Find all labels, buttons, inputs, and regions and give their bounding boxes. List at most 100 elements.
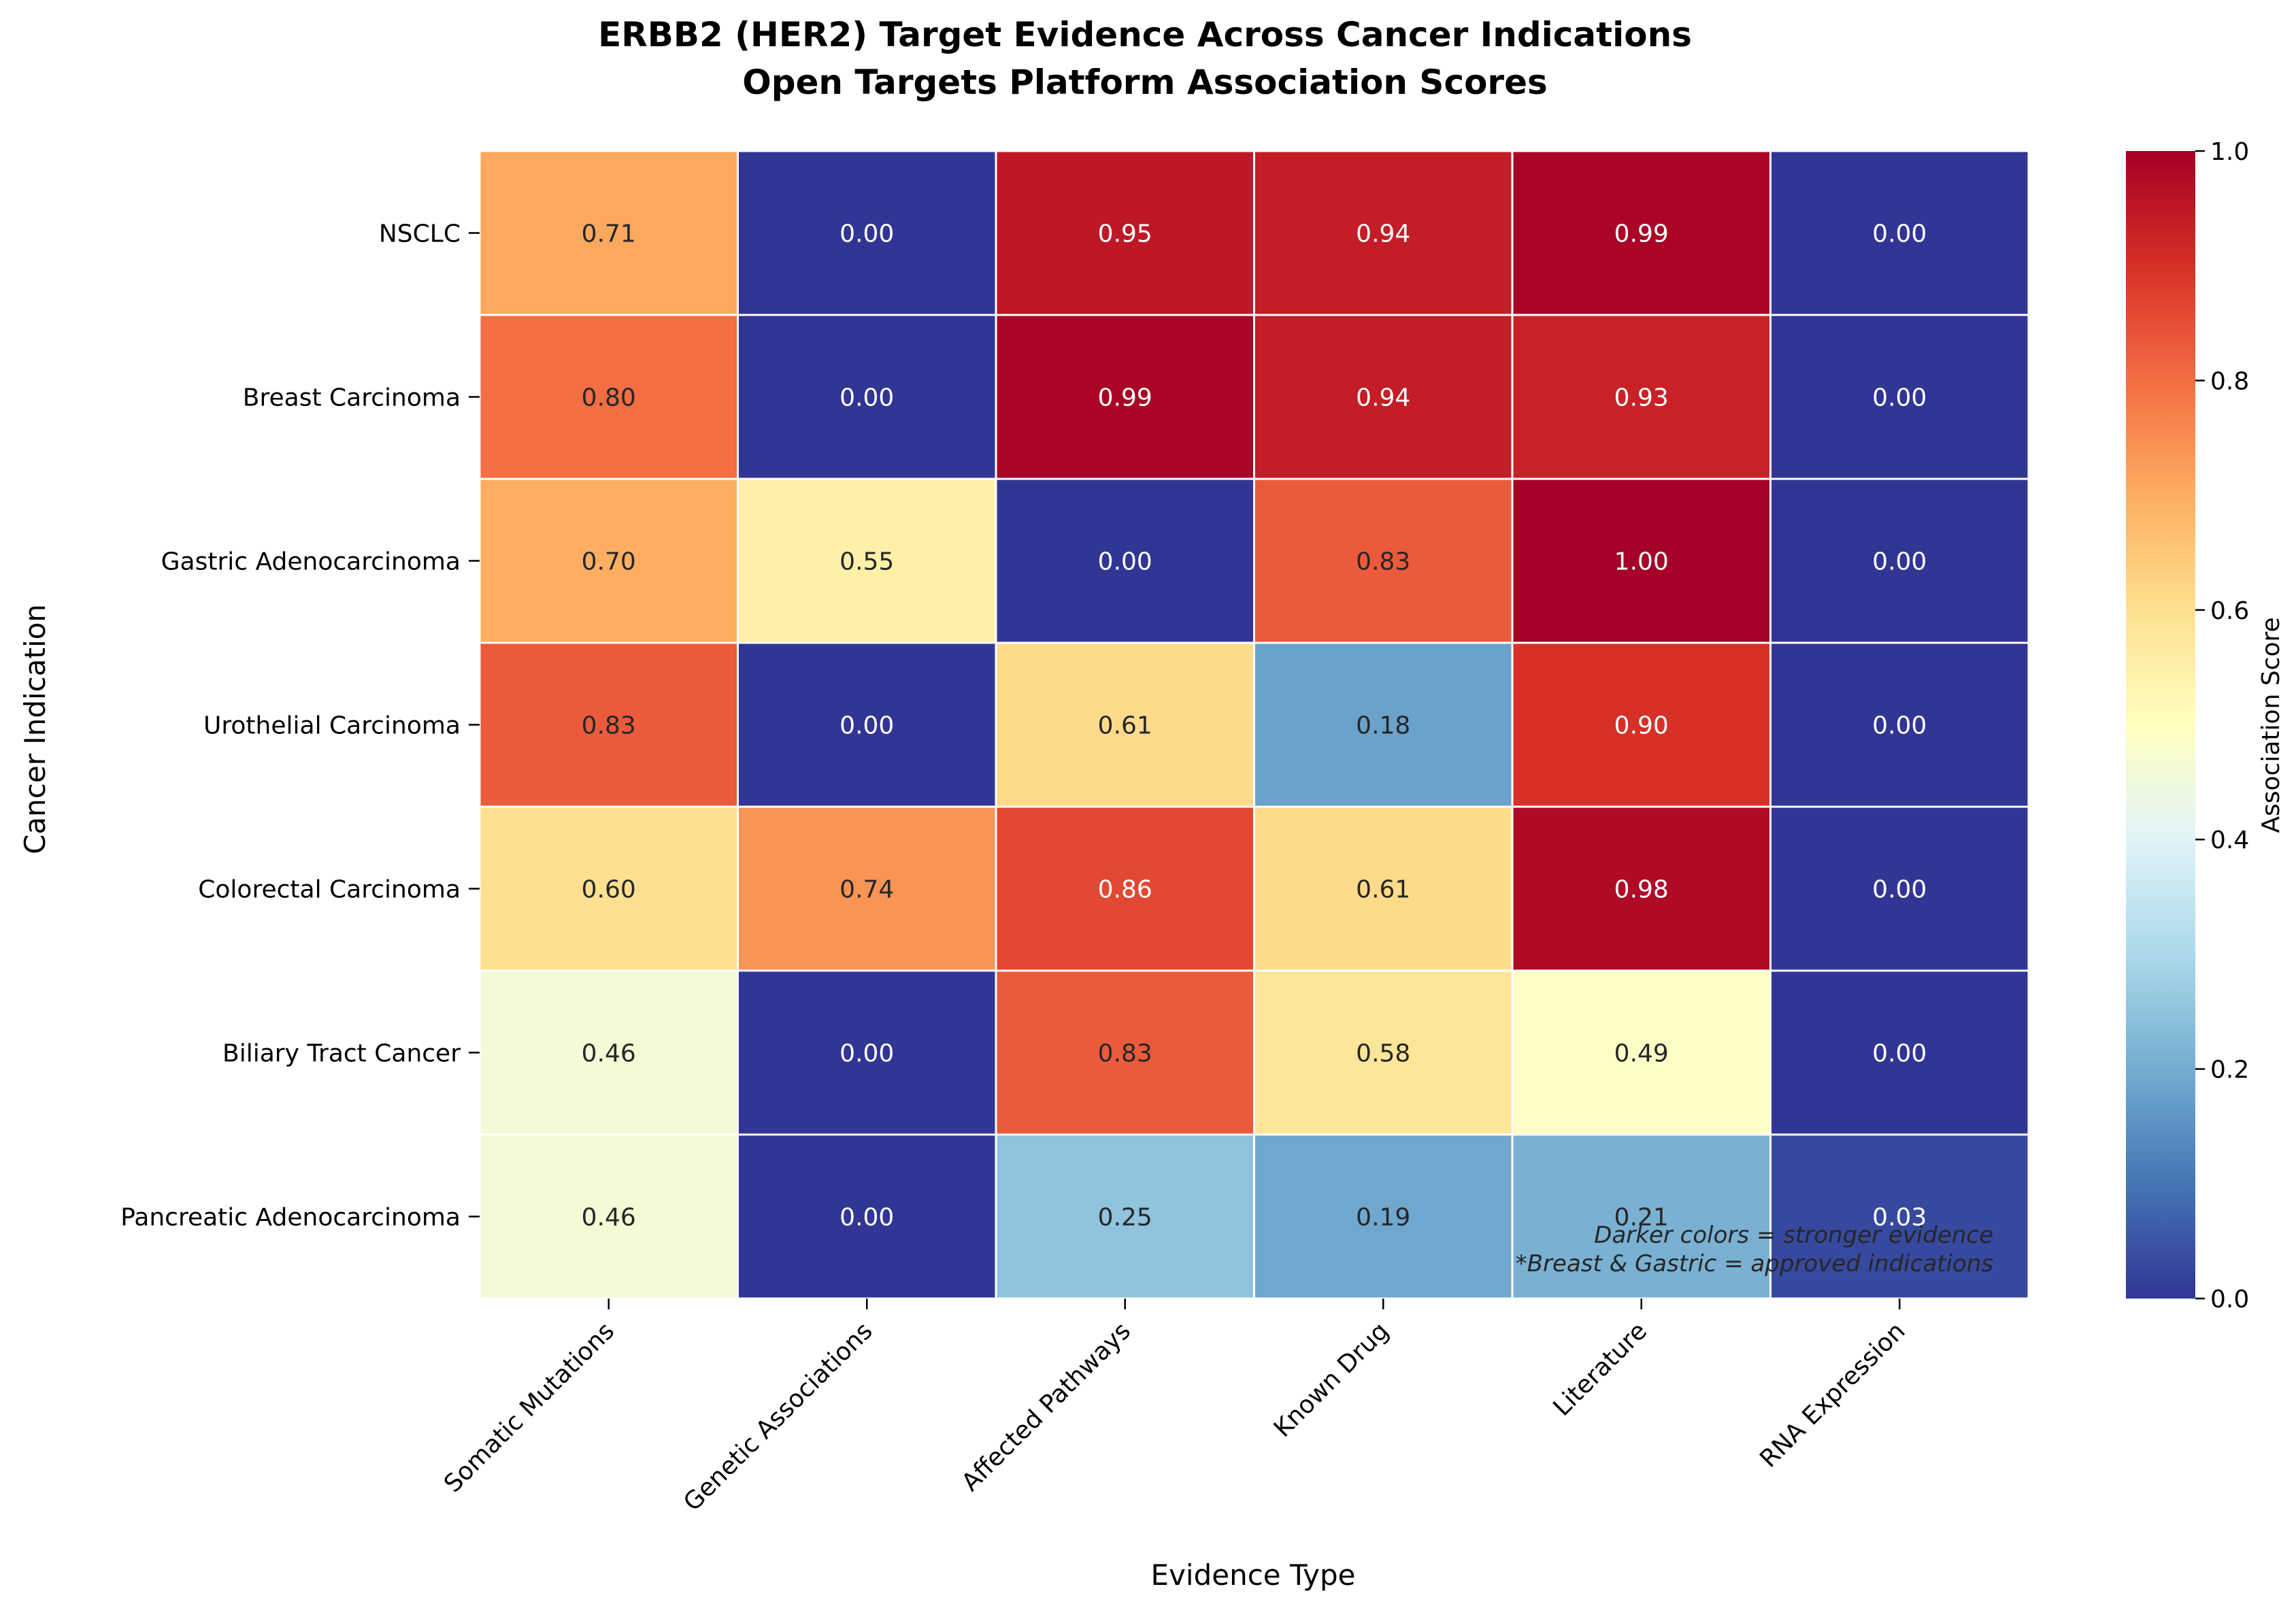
cell-value-label: 0.46 — [582, 1040, 636, 1068]
cell-value-label: 0.58 — [1356, 1040, 1410, 1068]
annotation-line1: Darker colors = stronger evidence — [1594, 1222, 1993, 1249]
heatmap-cell — [737, 314, 997, 480]
heatmap-cell — [995, 641, 1255, 808]
heatmap-cell — [478, 805, 739, 972]
chart-title-line1: ERBB2 (HER2) Target Evidence Across Canc… — [598, 15, 1692, 54]
heatmap-cell — [1769, 969, 2030, 1136]
colorbar-tick-label: 0.8 — [2210, 367, 2249, 395]
x-tick-label: Literature — [1548, 1317, 1652, 1422]
heatmap-cell — [995, 1133, 1255, 1300]
heatmap-cell — [1511, 478, 1771, 644]
annotation-line2: *Breast & Gastric = approved indications — [1516, 1250, 1993, 1277]
y-tick-label: Gastric Adenocarcinoma — [161, 548, 461, 576]
heatmap-cell — [1253, 805, 1514, 972]
y-axis: NSCLC Breast Carcinoma Gastric Adenocarcin… — [120, 220, 480, 1232]
heatmap-cell — [1511, 641, 1771, 808]
heatmap-cell — [1511, 969, 1771, 1136]
x-axis: Somatic Mutations Genetic Associations Aff… — [439, 1299, 1911, 1517]
colorbar-ticks: 0.0 0.2 0.4 0.6 0.8 1.0 — [2195, 138, 2249, 1313]
cell-value-label: 0.80 — [582, 384, 636, 412]
cell-value-label: 0.00 — [839, 712, 894, 740]
cell-value-label: 0.49 — [1614, 1040, 1669, 1068]
heatmap-cell — [1511, 150, 1771, 316]
heatmap-cell — [478, 150, 739, 316]
cell-value-label: 0.70 — [582, 548, 636, 576]
cell-value-label: 0.00 — [839, 220, 894, 248]
cell-value-label: 1.00 — [1614, 548, 1669, 576]
heatmap-cell — [737, 641, 997, 808]
cell-value-label: 0.83 — [582, 712, 636, 740]
colorbar-label: Association Score — [2257, 617, 2285, 833]
cell-value-label: 0.71 — [582, 220, 636, 248]
cell-value-label: 0.86 — [1098, 876, 1152, 904]
cell-value-label: 0.98 — [1614, 876, 1669, 904]
heatmap-cell — [478, 969, 739, 1136]
heatmap-cell — [995, 805, 1255, 972]
cell-value-label: 0.61 — [1098, 712, 1152, 740]
colorbar-tick-label: 0.6 — [2210, 597, 2249, 625]
cell-value-label: 0.99 — [1614, 220, 1669, 248]
heatmap-cell — [478, 478, 739, 644]
heatmap-cell — [1511, 805, 1771, 972]
colorbar-tick-label: 0.2 — [2210, 1056, 2249, 1084]
heatmap-cell-labels: 0.71 0.00 0.95 0.94 0.99 0.00 0.80 0.00 0.99 0.94… — [582, 220, 1927, 1232]
cell-value-label: 0.00 — [1872, 548, 1927, 576]
heatmap-cell — [1253, 641, 1514, 808]
cell-value-label: 0.83 — [1098, 1040, 1152, 1068]
colorbar-tick-label: 0.0 — [2210, 1286, 2249, 1313]
cell-value-label: 0.00 — [1872, 1040, 1927, 1068]
colorbar — [2126, 151, 2195, 1299]
x-tick-label: Known Drug — [1269, 1317, 1395, 1443]
y-tick-label: NSCLC — [379, 220, 461, 248]
heatmap-cells — [478, 150, 2030, 1300]
cell-value-label: 0.94 — [1356, 220, 1410, 248]
cell-value-label: 0.94 — [1356, 384, 1410, 412]
heatmap-cell — [1769, 314, 2030, 480]
heatmap-cell — [737, 478, 997, 644]
x-tick-label: Affected Pathways — [956, 1317, 1136, 1496]
cell-value-label: 0.60 — [582, 876, 636, 904]
y-axis-label: Cancer Indication — [18, 604, 52, 854]
cell-value-label: 0.74 — [839, 876, 894, 904]
heatmap-cell — [995, 478, 1255, 644]
heatmap-cell — [1769, 150, 2030, 316]
heatmap-cell — [478, 1133, 739, 1300]
y-tick-label: Breast Carcinoma — [243, 384, 461, 412]
heatmap-cell — [1253, 314, 1514, 480]
heatmap-cell — [1769, 478, 2030, 644]
cell-value-label: 0.03 — [1872, 1204, 1927, 1232]
heatmap-cell — [1253, 478, 1514, 644]
heatmap-cell — [1769, 805, 2030, 972]
cell-value-label: 0.55 — [839, 548, 894, 576]
cell-value-label: 0.00 — [839, 1040, 894, 1068]
cell-value-label: 0.61 — [1356, 876, 1410, 904]
heatmap-cell — [1253, 1133, 1514, 1300]
cell-value-label: 0.18 — [1356, 712, 1410, 740]
y-tick-label: Urothelial Carcinoma — [203, 712, 461, 740]
y-tick-label: Colorectal Carcinoma — [198, 876, 461, 904]
cell-value-label: 0.00 — [1872, 220, 1927, 248]
cell-value-label: 0.25 — [1098, 1204, 1152, 1232]
heatmap-cell — [1769, 1133, 2030, 1300]
y-tick-label: Biliary Tract Cancer — [222, 1040, 461, 1068]
cell-value-label: 0.00 — [1872, 384, 1927, 412]
heatmap-cell — [1253, 150, 1514, 316]
heatmap-cell — [478, 641, 739, 808]
cell-value-label: 0.00 — [1872, 876, 1927, 904]
colorbar-tick-label: 1.0 — [2210, 138, 2249, 166]
cell-value-label: 0.00 — [1098, 548, 1152, 576]
cell-value-label: 0.00 — [839, 1204, 894, 1232]
cell-value-label: 0.83 — [1356, 548, 1410, 576]
heatmap-cell — [737, 1133, 997, 1300]
cell-value-label: 0.19 — [1356, 1204, 1410, 1232]
chart-title-line2: Open Targets Platform Association Scores — [742, 63, 1548, 102]
colorbar-tick-label: 0.4 — [2210, 826, 2249, 854]
x-axis-label: Evidence Type — [1151, 1558, 1356, 1592]
heatmap-cell — [737, 150, 997, 316]
x-tick-label: Genetic Associations — [678, 1317, 878, 1517]
heatmap-cell — [995, 150, 1255, 316]
heatmap-cell — [1769, 641, 2030, 808]
cell-value-label: 0.99 — [1098, 384, 1152, 412]
cell-value-label: 0.93 — [1614, 384, 1669, 412]
